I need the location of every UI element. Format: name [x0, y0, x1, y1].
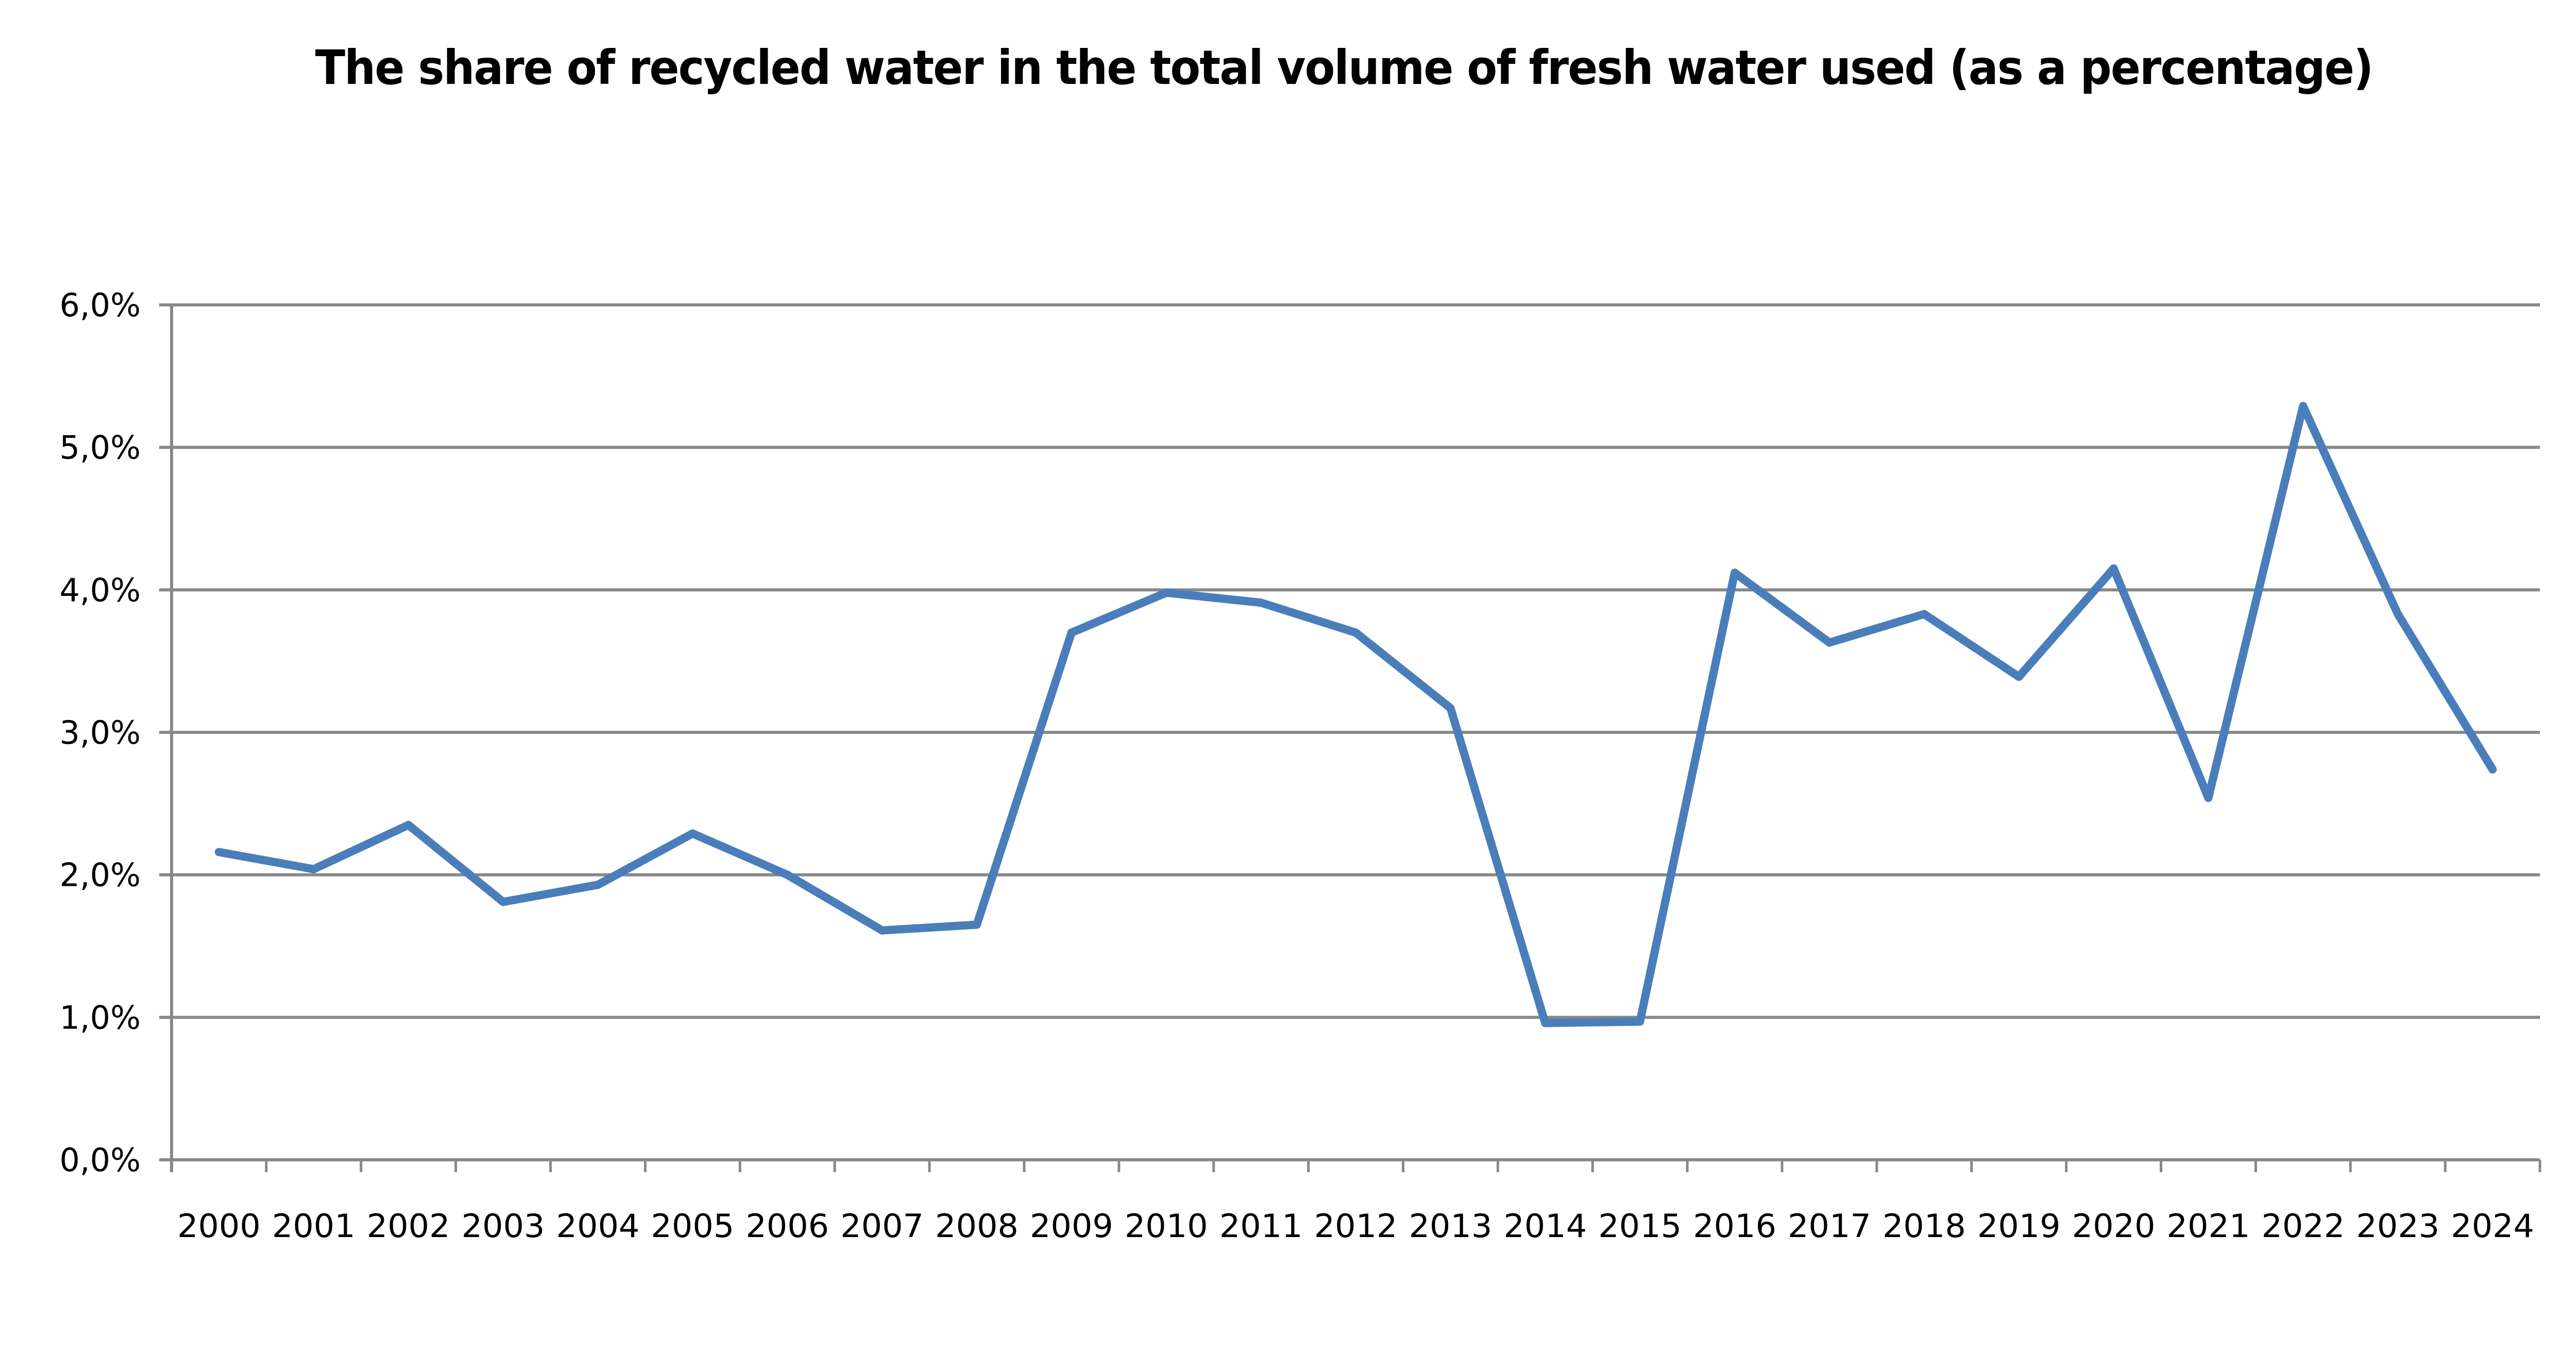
- data-point: [1920, 610, 1928, 619]
- data-point: [1351, 628, 1360, 637]
- y-tick-label: 6,0%: [59, 286, 141, 324]
- data-point: [1541, 1019, 1550, 1027]
- x-axis-ticks: 2000 2001 2002 2003 2004 2005 2006 2007 2008 2009…: [170, 1160, 2541, 1245]
- x-tick-label: 2009: [1030, 1207, 1113, 1245]
- x-tick-label: 2002: [367, 1207, 450, 1245]
- y-tick-label: 2,0%: [59, 856, 141, 894]
- data-point: [972, 920, 981, 929]
- data-point: [309, 865, 318, 873]
- x-tick-label: 2021: [2167, 1207, 2250, 1245]
- x-tick-label: 2020: [2072, 1207, 2156, 1245]
- x-tick-label: 2004: [556, 1207, 640, 1245]
- data-point: [499, 898, 507, 906]
- y-tick-label: 0,0%: [59, 1141, 141, 1179]
- data-point: [1636, 1017, 1645, 1026]
- data-point: [2488, 765, 2497, 774]
- data-point: [2014, 673, 2023, 681]
- data-point: [214, 848, 223, 856]
- x-tick-label: 2019: [1977, 1207, 2061, 1245]
- data-point: [783, 870, 792, 879]
- data-point: [1162, 588, 1171, 597]
- x-tick-label: 2017: [1788, 1207, 1871, 1245]
- x-tick-label: 2006: [745, 1207, 829, 1245]
- y-tick-label: 1,0%: [59, 999, 141, 1036]
- chart-title: The share of recycled water in the total…: [315, 40, 2374, 95]
- y-tick-label: 4,0%: [59, 571, 141, 609]
- x-tick-label: 2011: [1219, 1207, 1303, 1245]
- x-tick-label: 2000: [177, 1207, 261, 1245]
- x-tick-label: 2007: [840, 1207, 924, 1245]
- x-tick-label: 2022: [2261, 1207, 2345, 1245]
- x-tick-label: 2013: [1409, 1207, 1492, 1245]
- x-tick-label: 2010: [1125, 1207, 1208, 1245]
- x-tick-label: 2008: [935, 1207, 1019, 1245]
- data-point: [2204, 794, 2213, 802]
- x-tick-label: 2003: [462, 1207, 545, 1245]
- x-tick-label: 2023: [2356, 1207, 2439, 1245]
- y-tick-label: 3,0%: [59, 714, 141, 751]
- x-tick-label: 2015: [1598, 1207, 1682, 1245]
- x-tick-label: 2014: [1503, 1207, 1587, 1245]
- data-point: [878, 926, 887, 935]
- data-point: [2299, 402, 2308, 410]
- data-point: [2394, 610, 2402, 619]
- data-point: [404, 820, 413, 829]
- x-tick-label: 2018: [1883, 1207, 1966, 1245]
- data-point: [1257, 598, 1265, 607]
- y-axis-ticks: 0,0% 1,0% 2,0% 3,0% 4,0% 5,0% 6,0%: [59, 286, 141, 1179]
- series: [214, 402, 2497, 1027]
- data-point: [1446, 704, 1455, 712]
- data-point: [2109, 564, 2118, 573]
- data-point: [1731, 569, 1739, 577]
- data-point: [1825, 638, 1834, 647]
- x-tick-label: 2012: [1314, 1207, 1398, 1245]
- x-tick-label: 2001: [272, 1207, 355, 1245]
- series-line: [214, 402, 2497, 1027]
- data-point: [688, 829, 697, 838]
- data-point: [594, 881, 602, 889]
- x-tick-label: 2016: [1693, 1207, 1776, 1245]
- x-tick-label: 2024: [2451, 1207, 2534, 1245]
- x-tick-label: 2005: [651, 1207, 734, 1245]
- data-point: [1067, 628, 1076, 637]
- gridlines: [159, 303, 2540, 1161]
- y-tick-label: 5,0%: [59, 429, 141, 467]
